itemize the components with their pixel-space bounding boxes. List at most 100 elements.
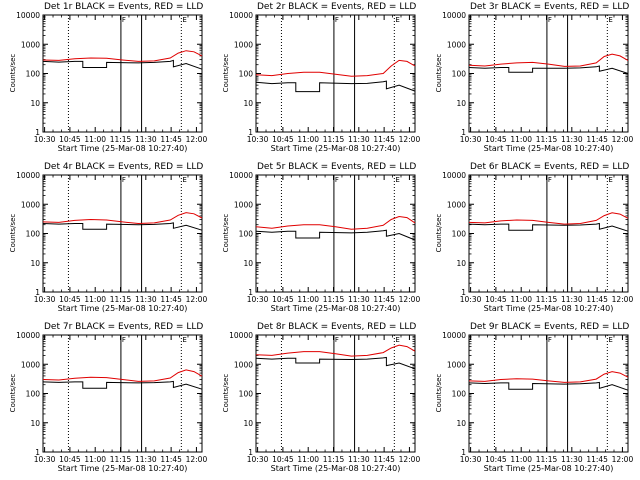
marker-label: E — [608, 16, 612, 24]
detector-panel-8: Det 8r BLACK = Events, RED = LLD Counts/s… — [213, 320, 426, 480]
marker-label: E — [608, 336, 612, 344]
plot-svg: 1 10 100 1000 10000 10:30 10:45 11:00 11:15 11:30… — [16, 331, 208, 464]
chart-title: Det 3r BLACK = Events, RED = LLD — [470, 2, 630, 12]
marker-label: E — [395, 16, 399, 24]
x-tick-label: 11:30 — [561, 455, 583, 464]
x-tick-label: 10:30 — [460, 135, 482, 144]
y-tick-label: 10000 — [229, 11, 253, 20]
y-tick-label: 100 — [239, 70, 254, 79]
x-tick-label: 12:00 — [186, 135, 208, 144]
x-tick-label: 11:15 — [110, 295, 132, 304]
detector-panel-6: Det 6r BLACK = Events, RED = LLD Counts/s… — [426, 160, 640, 320]
plot-frame — [42, 334, 203, 453]
plot-frame — [255, 334, 416, 453]
x-axis-label: Start Time (25-Mar-08 10:27:40) — [270, 144, 401, 153]
y-tick-label: 10000 — [442, 11, 466, 20]
y-tick-label: 1 — [461, 128, 466, 137]
x-tick-label: 11:30 — [561, 295, 583, 304]
events-series-line — [255, 356, 416, 370]
events-series-line — [468, 222, 629, 232]
x-tick-label: 11:00 — [297, 135, 319, 144]
x-tick-label: 11:45 — [586, 455, 608, 464]
y-tick-label: 100 — [239, 230, 254, 239]
x-axis-label: Start Time (25-Mar-08 10:27:40) — [483, 464, 614, 473]
detector-panel-2: Det 2r BLACK = Events, RED = LLD Counts/s… — [213, 0, 426, 160]
y-tick-label: 1000 — [447, 200, 466, 209]
x-tick-label: 11:15 — [110, 455, 132, 464]
y-tick-label: 10000 — [16, 11, 40, 20]
x-tick-label: 11:30 — [135, 295, 157, 304]
marker-label: F — [548, 176, 552, 184]
x-tick-label: 12:00 — [399, 455, 421, 464]
x-tick-label: 10:30 — [34, 135, 56, 144]
events-series-line — [42, 59, 203, 70]
x-axis-label: Start Time (25-Mar-08 10:27:40) — [270, 464, 401, 473]
y-tick-label: 100 — [452, 230, 467, 239]
lld-series-line — [468, 371, 629, 383]
x-tick-label: 11:45 — [373, 295, 395, 304]
plot-frame — [255, 174, 416, 293]
y-tick-label: 100 — [26, 230, 41, 239]
y-tick-label: 10 — [243, 419, 253, 428]
x-tick-label: 11:15 — [323, 295, 345, 304]
events-series-line — [42, 380, 203, 390]
plot-svg: 1 10 100 1000 10000 10:30 10:45 11:00 11:15 11:30… — [229, 331, 421, 464]
y-tick-label: 10000 — [16, 331, 40, 340]
chart-title: Det 2r BLACK = Events, RED = LLD — [257, 2, 417, 12]
x-tick-label: 10:30 — [247, 135, 269, 144]
x-tick-label: 10:30 — [34, 455, 56, 464]
x-tick-label: 11:45 — [586, 295, 608, 304]
x-tick-label: 11:30 — [348, 135, 370, 144]
x-tick-label: 12:00 — [612, 295, 634, 304]
plot-svg: 1 10 100 1000 10000 10:30 10:45 11:00 11:15 11:30… — [16, 11, 208, 144]
x-tick-label: 10:45 — [485, 295, 507, 304]
x-tick-label: 11:15 — [323, 455, 345, 464]
y-tick-label: 10000 — [442, 171, 466, 180]
detector-panel-7: Det 7r BLACK = Events, RED = LLD Counts/s… — [0, 320, 213, 480]
events-series-line — [468, 65, 629, 74]
detector-panel-5: Det 5r BLACK = Events, RED = LLD Counts/s… — [213, 160, 426, 320]
x-tick-label: 10:45 — [59, 455, 81, 464]
lld-series-line — [468, 212, 629, 225]
y-tick-label: 1000 — [234, 40, 253, 49]
detector-panel-9: Det 9r BLACK = Events, RED = LLD Counts/s… — [426, 320, 640, 480]
x-tick-label: 12:00 — [399, 135, 421, 144]
marker-label: F — [122, 176, 126, 184]
y-tick-label: 1000 — [21, 200, 40, 209]
x-axis-label: Start Time (25-Mar-08 10:27:40) — [57, 144, 188, 153]
lld-series-line — [468, 53, 629, 67]
y-tick-label: 1000 — [21, 360, 40, 369]
x-tick-label: 11:30 — [135, 135, 157, 144]
plot-frame — [42, 174, 203, 293]
y-tick-label: 1 — [461, 448, 466, 457]
chart-title: Det 1r BLACK = Events, RED = LLD — [44, 2, 204, 12]
y-tick-label: 100 — [452, 390, 467, 399]
lld-series-line — [42, 369, 203, 382]
x-tick-label: 12:00 — [612, 135, 634, 144]
chart-title: Det 5r BLACK = Events, RED = LLD — [257, 162, 417, 172]
y-tick-label: 100 — [452, 70, 467, 79]
x-tick-label: 10:45 — [272, 455, 294, 464]
x-tick-label: 10:30 — [247, 455, 269, 464]
x-tick-label: 12:00 — [186, 455, 208, 464]
y-tick-label: 1 — [35, 448, 40, 457]
x-tick-label: 11:45 — [160, 135, 182, 144]
x-tick-label: 12:00 — [186, 295, 208, 304]
x-tick-label: 11:45 — [373, 455, 395, 464]
events-series-line — [255, 80, 416, 93]
lld-series-line — [42, 50, 203, 62]
y-tick-label: 1000 — [234, 360, 253, 369]
y-tick-label: 1 — [35, 128, 40, 137]
plot-svg: 1 10 100 1000 10000 10:30 10:45 11:00 11:15 11:30… — [229, 11, 421, 144]
x-tick-label: 10:45 — [59, 295, 81, 304]
x-axis-label: Start Time (25-Mar-08 10:27:40) — [270, 304, 401, 313]
chart-title: Det 7r BLACK = Events, RED = LLD — [44, 322, 204, 332]
chart-title: Det 9r BLACK = Events, RED = LLD — [470, 322, 630, 332]
x-tick-label: 11:15 — [536, 295, 558, 304]
x-axis-label: Start Time (25-Mar-08 10:27:40) — [57, 464, 188, 473]
events-series-line — [468, 381, 629, 391]
plot-frame — [468, 14, 629, 133]
x-tick-label: 11:00 — [84, 135, 106, 144]
marker-label: F — [548, 336, 552, 344]
y-tick-label: 1000 — [447, 360, 466, 369]
